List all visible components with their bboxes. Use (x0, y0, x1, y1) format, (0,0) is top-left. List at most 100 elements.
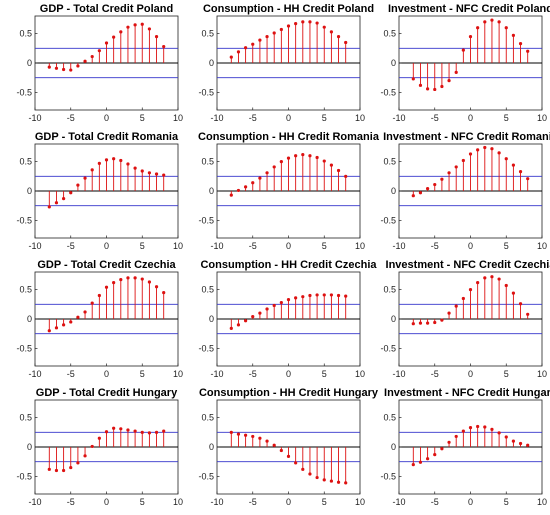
x-tick-label: 0 (104, 241, 109, 251)
x-tick-label: 10 (355, 241, 365, 251)
stem-marker (497, 277, 501, 281)
stem-marker (140, 277, 144, 281)
x-tick-label: 10 (355, 369, 365, 379)
stem-marker (447, 171, 451, 175)
stem-marker (251, 315, 255, 319)
x-tick-label: 5 (504, 497, 509, 507)
stem-marker (518, 42, 523, 46)
stem-marker (286, 24, 291, 28)
y-tick-label: 0.5 (201, 29, 214, 39)
y-tick-label: -0.5 (16, 87, 32, 97)
stem-marker (511, 33, 515, 37)
chart-title: Investment - NFC Credit Poland (388, 3, 550, 15)
stem-marker (272, 443, 276, 447)
y-tick-label: 0 (391, 58, 396, 68)
stem-marker (315, 21, 319, 25)
stem-marker (112, 157, 116, 161)
stem-marker (229, 326, 233, 330)
stem-marker (126, 428, 130, 432)
x-tick-label: -10 (392, 369, 405, 379)
stem-marker (97, 436, 101, 440)
stem-marker (426, 321, 430, 325)
chart-svg: Consumption - HH Credit Czechia -10 -5 0 5 10… (198, 259, 377, 379)
x-tick-label: -10 (210, 497, 223, 507)
stem-marker (244, 185, 248, 189)
chart-svg: Consumption - HH Credit Poland -10 -5 0 5 10 -… (198, 3, 374, 123)
stem-marker (62, 323, 66, 327)
chart-title: Consumption - HH Credit Poland (203, 3, 374, 15)
stem-marker (468, 34, 473, 39)
x-tick-label: 5 (322, 369, 327, 379)
stem-marker (126, 162, 130, 166)
stem-marker (518, 441, 523, 446)
stem-marker (147, 27, 151, 31)
x-tick-label: -10 (28, 497, 41, 507)
stem-marker (229, 193, 233, 197)
stem-marker (468, 288, 473, 292)
y-tick-label: 0.5 (383, 413, 396, 423)
x-tick-label: 5 (504, 113, 509, 123)
stem-marker (336, 480, 341, 484)
stem-marker (279, 448, 283, 453)
chart-panel: Investment - NFC Credit Poland -10 -5 0 5 10 -… (372, 0, 550, 128)
stem-marker (251, 181, 255, 185)
stem-marker (119, 158, 123, 163)
chart-svg: Investment - NFC Credit Poland -10 -5 0 5 10 -… (380, 3, 550, 123)
x-tick-label: -5 (249, 369, 257, 379)
stem-marker (344, 481, 348, 485)
stem-marker (461, 48, 465, 52)
stem-marker (236, 188, 241, 193)
stem-marker (147, 171, 151, 175)
stem-marker (433, 87, 437, 92)
x-tick-label: -5 (431, 369, 439, 379)
stem-marker (286, 156, 291, 160)
x-tick-label: 10 (355, 497, 365, 507)
stem-marker (411, 322, 415, 326)
stem-marker (490, 427, 494, 431)
stem-marker (90, 168, 94, 172)
stem-marker (511, 291, 515, 295)
x-tick-label: -10 (392, 497, 405, 507)
stem-marker (279, 27, 283, 32)
x-tick-label: 0 (468, 241, 473, 251)
y-tick-label: 0.5 (19, 413, 32, 423)
stem-marker (62, 468, 66, 473)
stem-marker (454, 70, 458, 74)
chart-svg: GDP - Total Credit Hungary -10 -5 0 5 10 -0.5 0… (16, 387, 183, 507)
chart-title: GDP - Total Credit Czechia (37, 259, 176, 271)
stem-marker (490, 275, 494, 279)
stem-marker (440, 447, 444, 451)
stem-marker (76, 315, 80, 319)
x-tick-label: 10 (537, 497, 547, 507)
stem-marker (236, 323, 241, 327)
stem-marker (440, 318, 444, 322)
chart-svg: Consumption - HH Credit Romania -10 -5 0 5 10… (198, 131, 380, 251)
stem-marker (315, 293, 319, 297)
stem-marker (315, 155, 319, 160)
x-tick-label: 0 (468, 497, 473, 507)
stem-marker (154, 172, 159, 176)
stem-marker (294, 461, 298, 465)
stem-marker (69, 68, 73, 72)
stem-marker (147, 280, 151, 284)
stem-marker (344, 294, 348, 298)
stem-marker (258, 311, 262, 315)
stem-marker (162, 290, 166, 295)
x-tick-label: -5 (249, 241, 257, 251)
chart-panel: GDP - Total Credit Romania -10 -5 0 5 10 -0.5 0… (8, 128, 191, 256)
stem-marker (308, 154, 312, 158)
y-tick-label: 0 (27, 58, 32, 68)
stem-marker (476, 280, 480, 285)
stem-marker (504, 283, 508, 288)
y-tick-label: -0.5 (380, 87, 396, 97)
stem-marker (133, 429, 137, 433)
y-tick-label: 0.5 (383, 285, 396, 295)
stem-marker (112, 35, 116, 39)
stem-marker (418, 191, 423, 195)
stem-marker (329, 30, 333, 34)
stem-marker (133, 23, 137, 27)
stem-marker (301, 295, 305, 299)
stem-marker (54, 201, 59, 205)
x-tick-label: 10 (173, 241, 183, 251)
y-tick-label: -0.5 (198, 343, 214, 353)
